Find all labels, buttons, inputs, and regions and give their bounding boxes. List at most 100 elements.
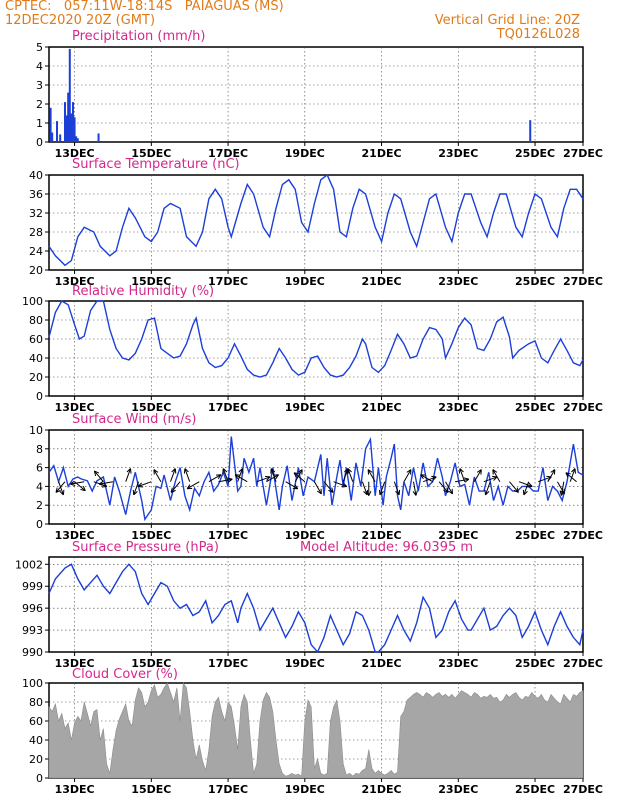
wind-vector-head	[559, 490, 565, 496]
wind-vector	[420, 474, 433, 483]
y-tick-label: 0	[36, 772, 43, 785]
wind-vector-head	[431, 475, 437, 481]
wind-vector-head	[132, 489, 138, 496]
wind-vector	[218, 478, 233, 483]
x-tick-label: 21DEC	[362, 275, 402, 288]
wind-vector-head	[234, 474, 241, 480]
y-tick-label: 20	[29, 753, 43, 766]
y-tick-label: 24	[29, 245, 43, 258]
x-tick-label: 27DEC	[563, 401, 603, 414]
x-tick-label: 15DEC	[131, 147, 171, 160]
wind-vector	[379, 481, 386, 496]
wind-vector-head	[484, 489, 490, 496]
wind-vector	[58, 481, 64, 496]
precip-bar	[67, 92, 70, 142]
x-tick-label: 25DEC	[515, 401, 555, 414]
y-tick-label: 100	[22, 677, 43, 690]
y-tick-label: 80	[29, 314, 43, 327]
wind-vector	[438, 481, 449, 493]
x-tick-label: 15DEC	[131, 657, 171, 670]
precip-bar	[63, 102, 66, 142]
wind-vector	[208, 474, 222, 483]
x-tick-label: 23DEC	[438, 275, 478, 288]
wind-vector	[485, 481, 491, 496]
x-tick-label: 25DEC	[515, 529, 555, 542]
x-tick-label: 27DEC	[563, 529, 603, 542]
x-tick-label: 23DEC	[438, 783, 478, 796]
wind-vector-head	[366, 490, 372, 496]
wind-vector-head	[458, 468, 464, 474]
panel-frame-precip	[48, 46, 584, 143]
x-tick-label: 25DEC	[515, 657, 555, 670]
wind-vector-head	[126, 468, 132, 474]
wind-vector-head	[222, 468, 228, 474]
wind-vector-head	[292, 484, 299, 490]
wind-vector-head	[293, 472, 300, 478]
x-tick-label: 17DEC	[208, 275, 248, 288]
x-tick-label: 27DEC	[563, 657, 603, 670]
wind-vector	[509, 481, 519, 493]
wind-vector-head	[316, 488, 322, 495]
wind-vector	[125, 468, 132, 482]
precip-bar	[529, 120, 532, 142]
wind-vector-head	[476, 469, 482, 475]
x-tick-label: 23DEC	[438, 657, 478, 670]
x-tick-label: 25DEC	[515, 783, 555, 796]
wind-vector	[445, 481, 453, 495]
wind-vector	[93, 470, 104, 483]
wind-vector-head	[378, 489, 384, 496]
y-tick-label: 20	[29, 264, 43, 277]
x-tick-label: 21DEC	[362, 783, 402, 796]
wind-vector-head	[522, 489, 528, 496]
x-tick-label: 27DEC	[563, 147, 603, 160]
precip-bar	[49, 107, 52, 142]
x-tick-label: 19DEC	[285, 147, 325, 160]
x-tick-label: 21DEC	[362, 657, 402, 670]
wind-vector	[285, 481, 298, 490]
wind-vector-head	[227, 477, 233, 483]
wind-vector	[222, 468, 229, 482]
precip-bar	[76, 138, 79, 142]
y-tick-label: 1002	[15, 558, 43, 571]
wind-vector-head	[70, 480, 76, 486]
panel-title-rh: Relative Humidity (%)	[72, 284, 214, 299]
y-tick-label: 0	[36, 390, 43, 403]
x-tick-label: 19DEC	[285, 275, 325, 288]
x-tick-label: 19DEC	[285, 783, 325, 796]
panel-title-precip: Precipitation (mm/h)	[72, 29, 205, 44]
wind-vector	[313, 481, 322, 495]
x-tick-label: 21DEC	[362, 401, 402, 414]
wind-vector	[70, 481, 85, 485]
wind-vector-head	[80, 485, 86, 492]
wind-vector	[266, 474, 279, 483]
series-line-rh	[48, 300, 584, 378]
x-tick-label: 23DEC	[438, 401, 478, 414]
y-tick-label: 5	[36, 41, 43, 54]
wind-vector	[170, 468, 176, 482]
y-tick-label: 80	[29, 696, 43, 709]
wind-vector	[413, 481, 417, 496]
x-tick-label: 13DEC	[55, 401, 95, 414]
x-tick-label: 27DEC	[563, 275, 603, 288]
y-tick-label: 0	[36, 518, 43, 531]
series-line-pressure	[48, 563, 584, 654]
wind-vector-head	[406, 469, 412, 475]
wind-vector-head	[270, 468, 276, 474]
wind-vector-head	[492, 475, 498, 481]
precip-bar	[59, 134, 62, 142]
x-tick-label: 23DEC	[438, 529, 478, 542]
x-tick-label: 23DEC	[438, 147, 478, 160]
wind-vector-head	[395, 489, 401, 496]
x-tick-label: 21DEC	[362, 529, 402, 542]
x-tick-label: 27DEC	[563, 783, 603, 796]
wind-vector-head	[412, 490, 418, 496]
panel-title-cloud: Cloud Cover (%)	[72, 667, 178, 682]
wind-vector-head	[186, 484, 193, 490]
y-tick-label: 2	[36, 98, 43, 111]
wind-vector	[492, 469, 501, 482]
header-line2: 12DEC2020 20Z (GMT)	[5, 13, 156, 28]
y-tick-label: 28	[29, 226, 43, 239]
y-tick-label: 60	[29, 715, 43, 728]
wind-vector	[403, 469, 412, 482]
